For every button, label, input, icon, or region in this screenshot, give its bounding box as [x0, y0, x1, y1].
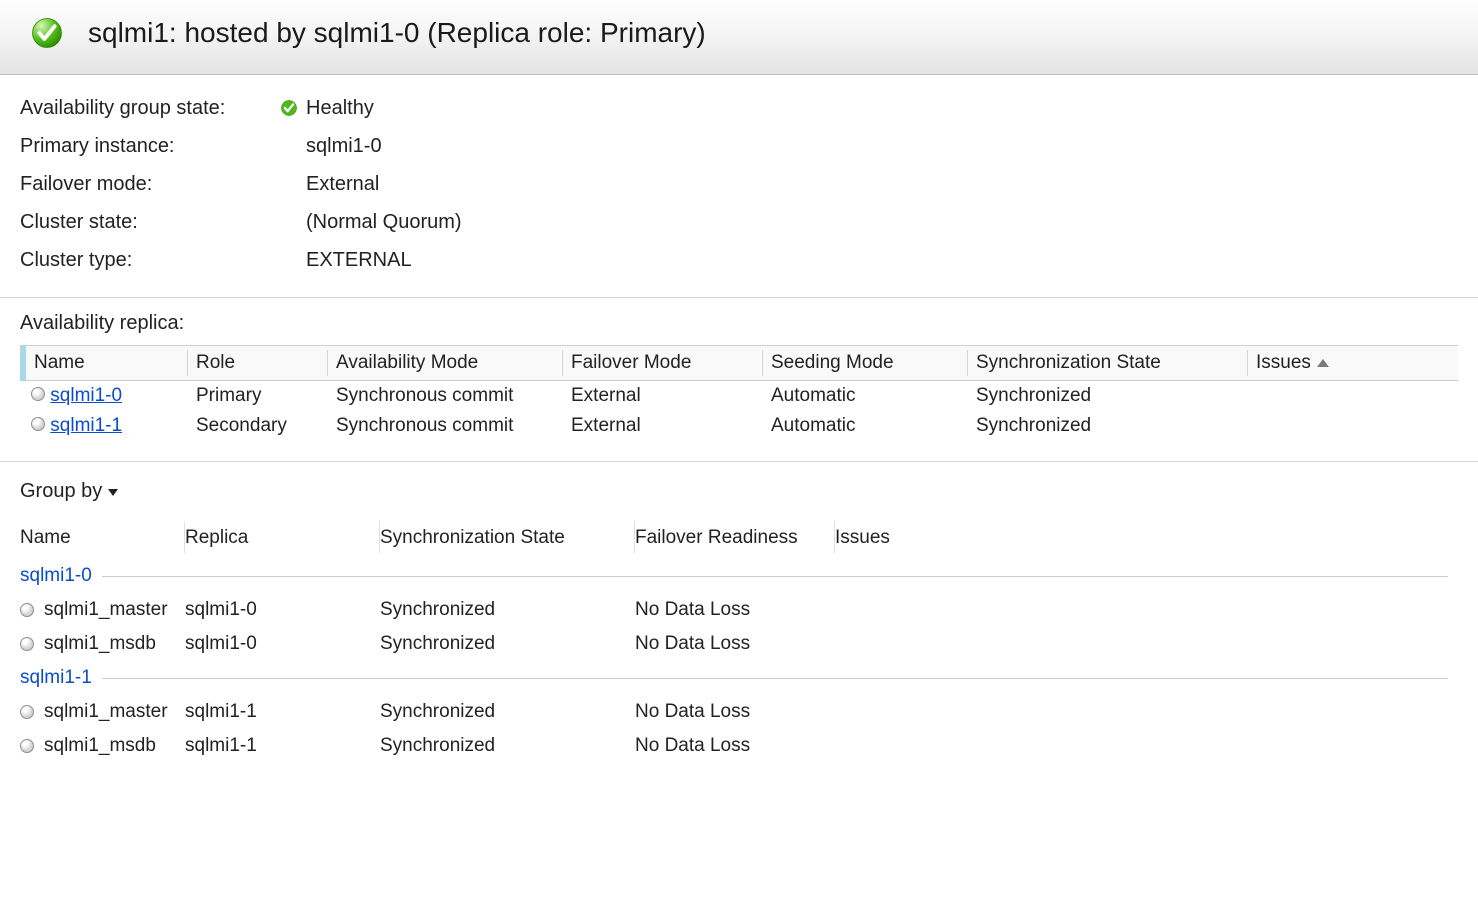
database-state-section: Group by NameReplicaSynchronization Stat…: [0, 462, 1478, 783]
availability-replica-title: Availability replica:: [20, 312, 1478, 335]
group-name: sqlmi1-1: [20, 667, 92, 689]
table-cell: Automatic: [763, 381, 968, 412]
table-cell: Synchronized: [380, 627, 635, 661]
table-cell: sqlmi1-1: [185, 695, 380, 729]
database-state-table: NameReplicaSynchronization StateFailover…: [20, 521, 1458, 763]
replica-column-header[interactable]: Synchronization State: [968, 346, 1248, 381]
db-column-header[interactable]: Failover Readiness: [635, 521, 835, 559]
table-cell: Automatic: [763, 411, 968, 441]
replica-column-header[interactable]: Role: [188, 346, 328, 381]
table-row[interactable]: sqlmi1_master sqlmi1-0SynchronizedNo Data…: [20, 593, 1458, 627]
state-row: Failover mode: External: [20, 165, 1458, 203]
db-name: sqlmi1_master: [44, 599, 168, 621]
state-label: Cluster state:: [20, 203, 280, 241]
table-row[interactable]: sqlmi1_master sqlmi1-1SynchronizedNo Data…: [20, 695, 1458, 729]
table-cell: External: [563, 381, 763, 412]
table-cell: sqlmi1-1: [185, 729, 380, 763]
group-by-dropdown[interactable]: Group by: [20, 480, 118, 503]
state-row: Primary instance: sqlmi1-0: [20, 127, 1458, 165]
dashboard-header: sqlmi1: hosted by sqlmi1-0 (Replica role…: [0, 0, 1478, 75]
table-cell: [835, 729, 1458, 763]
table-cell: Synchronous commit: [328, 381, 563, 412]
state-value: External: [306, 165, 379, 203]
table-cell: [835, 627, 1458, 661]
db-column-header[interactable]: Issues: [835, 521, 1458, 559]
replica-column-header[interactable]: Issues: [1248, 346, 1458, 381]
availability-replica-table: NameRoleAvailability ModeFailover ModeSe…: [20, 345, 1458, 441]
table-cell: sqlmi1-0: [185, 627, 380, 661]
table-row[interactable]: sqlmi1_msdb sqlmi1-1SynchronizedNo Data L…: [20, 729, 1458, 763]
table-cell: Primary: [188, 381, 328, 412]
state-label: Primary instance:: [20, 127, 280, 165]
db-column-header[interactable]: Replica: [185, 521, 380, 559]
table-row[interactable]: sqlmi1-0 PrimarySynchronous commitExterna…: [23, 381, 1458, 412]
page-title: sqlmi1: hosted by sqlmi1-0 (Replica role…: [88, 17, 706, 49]
table-cell: No Data Loss: [635, 627, 835, 661]
availability-group-state-panel: Availability group state:HealthyPrimary …: [0, 75, 1478, 298]
table-cell: Synchronized: [380, 729, 635, 763]
table-cell: [1248, 411, 1458, 441]
status-indicator-icon: [20, 603, 34, 617]
db-column-header[interactable]: Synchronization State: [380, 521, 635, 559]
table-cell: [1248, 381, 1458, 412]
state-value: EXTERNAL: [306, 241, 412, 279]
table-cell: Synchronized: [968, 381, 1248, 412]
sort-ascending-icon: [1317, 359, 1329, 367]
table-row[interactable]: sqlmi1-1 SecondarySynchronous commitExter…: [23, 411, 1458, 441]
state-row: Cluster type: EXTERNAL: [20, 241, 1458, 279]
availability-replica-section: Availability replica: NameRoleAvailabili…: [0, 298, 1478, 462]
status-indicator-icon: [31, 417, 45, 431]
state-row: Cluster state: (Normal Quorum): [20, 203, 1458, 241]
replica-column-header[interactable]: Name: [23, 346, 188, 381]
state-row: Availability group state: Healthy: [20, 89, 1458, 127]
group-by-label: Group by: [20, 480, 102, 503]
db-column-header[interactable]: Name: [20, 521, 185, 559]
healthy-check-icon: [280, 99, 298, 117]
replica-column-header[interactable]: Availability Mode: [328, 346, 563, 381]
table-cell: [835, 695, 1458, 729]
table-cell: [835, 593, 1458, 627]
group-header-row[interactable]: sqlmi1-0: [20, 559, 1458, 593]
table-cell: No Data Loss: [635, 593, 835, 627]
table-cell: Synchronized: [380, 593, 635, 627]
db-name: sqlmi1_msdb: [44, 735, 156, 757]
table-cell: Synchronous commit: [328, 411, 563, 441]
table-cell: Secondary: [188, 411, 328, 441]
group-name: sqlmi1-0: [20, 565, 92, 587]
db-name: sqlmi1_msdb: [44, 633, 156, 655]
state-icon-slot: [280, 99, 306, 117]
state-label: Cluster type:: [20, 241, 280, 279]
chevron-down-icon: [108, 489, 118, 496]
group-header-row[interactable]: sqlmi1-1: [20, 661, 1458, 695]
status-indicator-icon: [20, 637, 34, 651]
db-name: sqlmi1_master: [44, 701, 168, 723]
state-value: (Normal Quorum): [306, 203, 462, 241]
replica-name-link[interactable]: sqlmi1-1: [50, 415, 122, 436]
table-cell: No Data Loss: [635, 695, 835, 729]
table-cell: No Data Loss: [635, 729, 835, 763]
table-cell: External: [563, 411, 763, 441]
table-cell: Synchronized: [968, 411, 1248, 441]
table-cell: sqlmi1-0: [185, 593, 380, 627]
replica-column-header[interactable]: Failover Mode: [563, 346, 763, 381]
replica-column-header[interactable]: Seeding Mode: [763, 346, 968, 381]
state-value: Healthy: [306, 89, 374, 127]
state-value: sqlmi1-0: [306, 127, 382, 165]
state-label: Availability group state:: [20, 89, 280, 127]
state-label: Failover mode:: [20, 165, 280, 203]
status-indicator-icon: [20, 705, 34, 719]
status-indicator-icon: [20, 739, 34, 753]
healthy-check-icon: [30, 16, 64, 50]
table-row[interactable]: sqlmi1_msdb sqlmi1-0SynchronizedNo Data L…: [20, 627, 1458, 661]
table-cell: Synchronized: [380, 695, 635, 729]
status-indicator-icon: [31, 387, 45, 401]
replica-name-link[interactable]: sqlmi1-0: [50, 385, 122, 406]
